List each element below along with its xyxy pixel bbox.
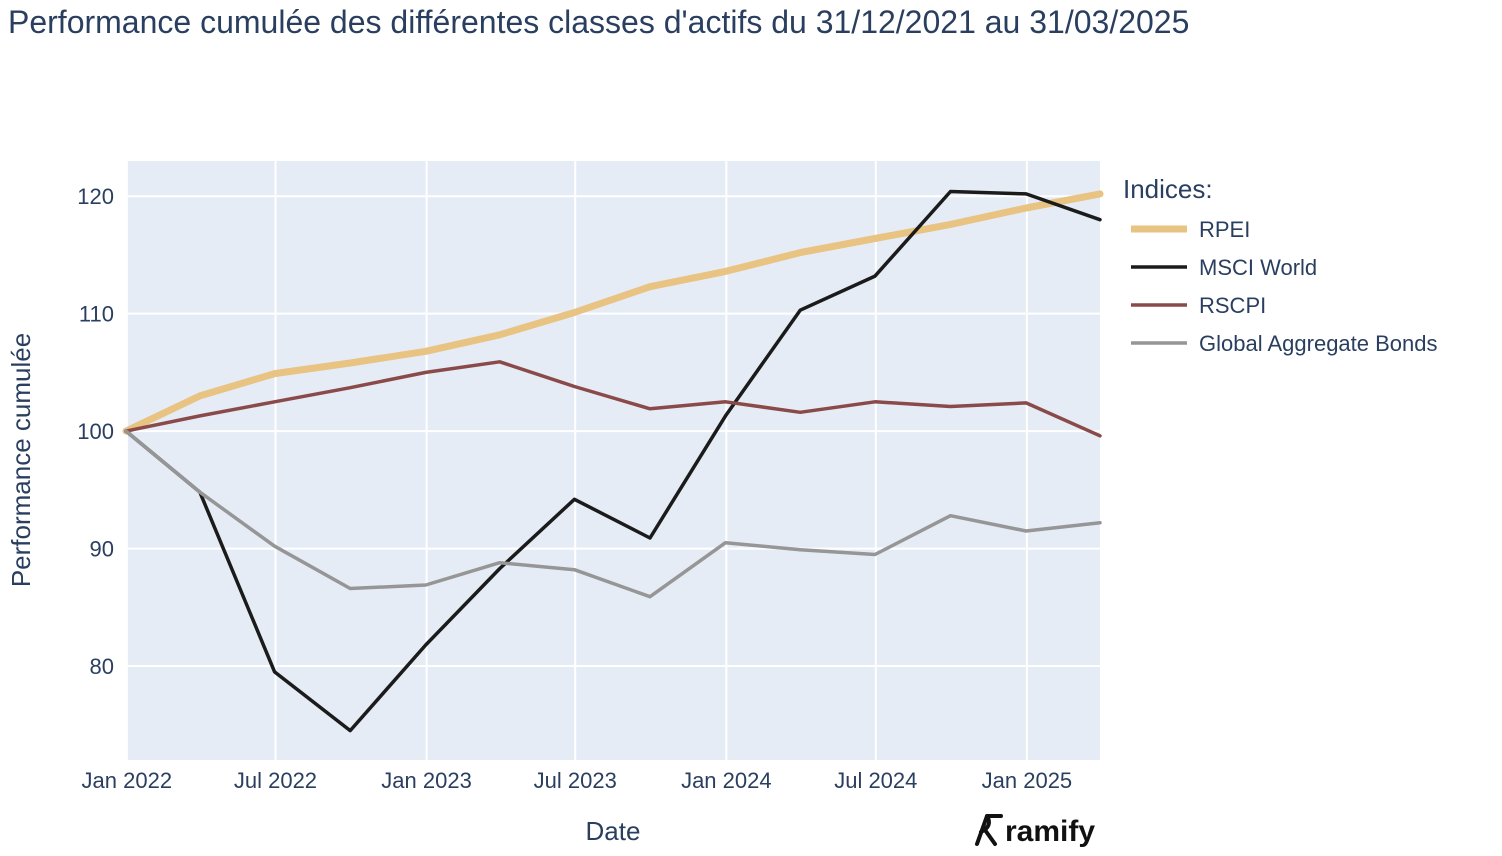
x-tick-label: Jan 2025 xyxy=(982,768,1073,793)
y-tick-label: 100 xyxy=(77,419,114,444)
legend-item[interactable]: MSCI World xyxy=(1131,255,1317,280)
legend-item[interactable]: RSCPI xyxy=(1131,293,1266,318)
legend-item[interactable]: RPEI xyxy=(1131,217,1250,242)
legend-label: Global Aggregate Bonds xyxy=(1199,331,1438,356)
legend-items: RPEI MSCI World RSCPI Global Aggregate Bond… xyxy=(1131,217,1438,356)
series-line-rscpi xyxy=(124,360,1102,438)
brand-name: ramify xyxy=(1005,815,1095,848)
legend-item[interactable]: Global Aggregate Bonds xyxy=(1131,331,1438,356)
series-line-rpei xyxy=(122,190,1104,435)
series-line-msci-world xyxy=(124,189,1102,733)
y-tick-label: 120 xyxy=(77,184,114,209)
brand-logo: ramify xyxy=(975,814,1095,848)
x-tick-label: Jan 2022 xyxy=(82,768,173,793)
y-gridlines xyxy=(126,195,1100,668)
y-axis-ticks: 80 90 100 110 120 xyxy=(77,184,114,679)
x-tick-label: Jul 2023 xyxy=(534,768,617,793)
series-lines xyxy=(122,189,1104,733)
legend-label: RSCPI xyxy=(1199,293,1266,318)
plot-area-background xyxy=(126,161,1100,760)
legend: Indices: RPEI MSCI World RSCPI Global Aggre… xyxy=(1123,174,1438,356)
x-tick-label: Jul 2024 xyxy=(834,768,917,793)
legend-title: Indices: xyxy=(1123,174,1213,204)
x-tick-label: Jan 2023 xyxy=(381,768,472,793)
x-tick-label: Jul 2022 xyxy=(234,768,317,793)
x-gridlines xyxy=(125,161,1028,760)
x-tick-label: Jan 2024 xyxy=(681,768,772,793)
series-line-global-aggregate-bonds xyxy=(124,429,1102,599)
y-tick-label: 80 xyxy=(90,654,114,679)
y-tick-label: 90 xyxy=(90,537,114,562)
ramify-logo-icon xyxy=(975,814,1003,846)
y-tick-label: 110 xyxy=(79,302,114,327)
y-axis-title: Performance cumulée xyxy=(6,333,36,587)
legend-label: RPEI xyxy=(1199,217,1250,242)
legend-label: MSCI World xyxy=(1199,255,1317,280)
x-axis-title: Date xyxy=(586,816,641,846)
x-axis-ticks: Jan 2022 Jul 2022 Jan 2023 Jul 2023 Jan 2024… xyxy=(82,768,1073,793)
chart-title: Performance cumulée des différentes clas… xyxy=(8,4,1190,40)
